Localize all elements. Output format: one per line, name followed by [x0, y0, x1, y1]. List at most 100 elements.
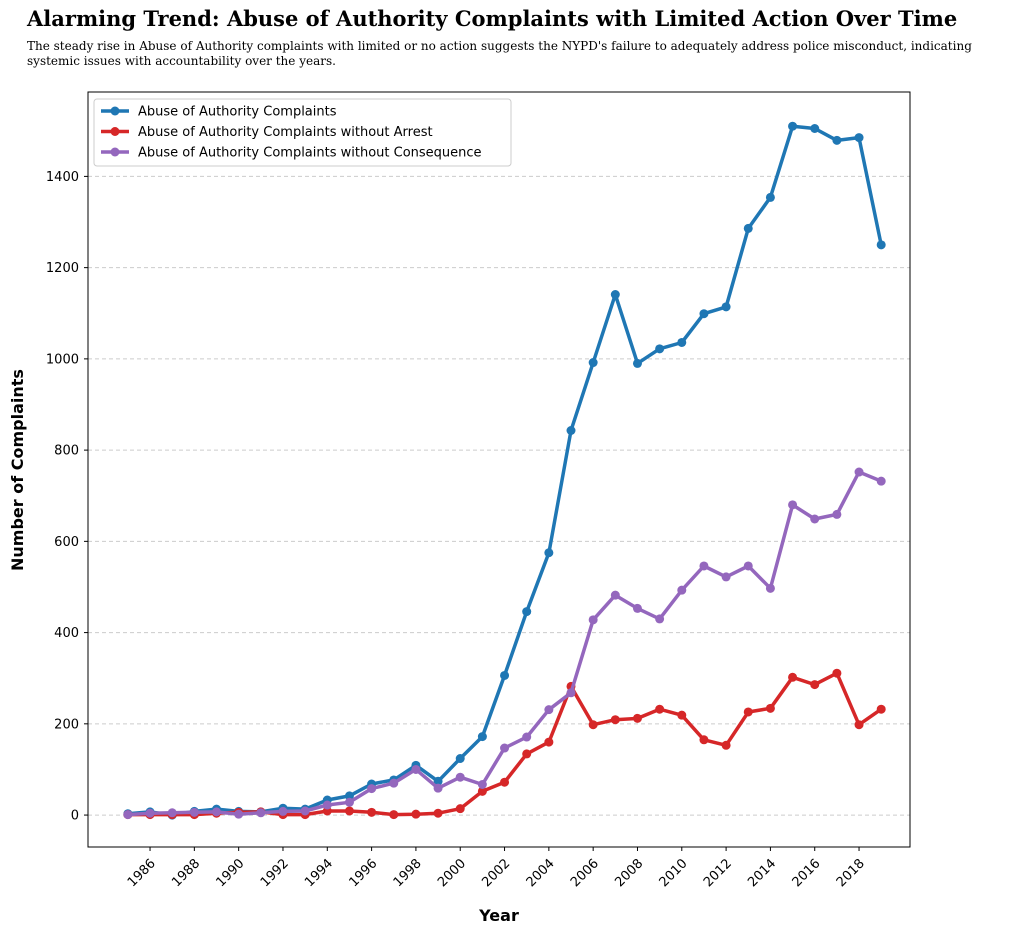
- data-point: [632, 713, 642, 723]
- x-tick-label: 2010: [657, 856, 691, 890]
- x-tick-label: 1988: [169, 856, 203, 890]
- y-tick-label: 1000: [46, 352, 79, 367]
- legend-swatch-marker: [110, 127, 120, 136]
- legend-label: Abuse of Authority Complaints: [138, 105, 337, 120]
- data-point: [344, 791, 354, 801]
- data-point: [854, 467, 864, 477]
- data-point: [876, 476, 886, 486]
- data-point: [632, 603, 642, 613]
- legend-swatch-marker: [110, 106, 120, 116]
- data-point: [433, 808, 443, 818]
- plot-frame: [87, 91, 911, 848]
- data-point: [389, 810, 399, 820]
- data-point: [699, 735, 709, 745]
- data-point: [322, 800, 332, 810]
- data-point: [876, 240, 886, 250]
- data-point: [123, 810, 133, 820]
- data-point: [278, 806, 288, 816]
- data-point: [544, 705, 554, 715]
- data-point: [854, 720, 864, 730]
- x-axis-label: Year: [478, 906, 519, 925]
- legend-swatch-marker: [110, 147, 120, 157]
- grid-lines: [88, 175, 910, 816]
- data-point: [810, 123, 820, 133]
- y-tick-label: 0: [71, 809, 79, 824]
- data-point: [344, 797, 354, 807]
- legend-box: [93, 98, 512, 167]
- data-point: [477, 786, 487, 796]
- data-point: [234, 809, 244, 819]
- data-point: [588, 720, 598, 730]
- data-point: [433, 776, 443, 786]
- data-point: [588, 358, 598, 368]
- data-point: [832, 509, 842, 519]
- data-point: [455, 804, 465, 814]
- data-point: [832, 135, 842, 145]
- data-point: [522, 607, 532, 617]
- data-point: [544, 737, 554, 747]
- data-point: [655, 614, 665, 624]
- data-point: [721, 302, 731, 312]
- x-tick-label: 1996: [346, 856, 380, 890]
- legend-label: Abuse of Authority Complaints without Ar…: [138, 125, 433, 140]
- series-line-3: [126, 470, 883, 817]
- x-tick-label: 2002: [479, 856, 513, 890]
- data-point: [522, 749, 532, 759]
- data-point: [411, 809, 421, 819]
- data-point: [256, 808, 266, 818]
- data-point: [765, 583, 775, 593]
- y-tick-label: 200: [54, 717, 79, 732]
- data-point: [788, 121, 798, 131]
- data-point: [876, 704, 886, 714]
- data-point: [411, 764, 421, 774]
- chart-subtitle: The steady rise in Abuse of Authority co…: [27, 39, 972, 68]
- data-point: [500, 670, 510, 680]
- data-point: [566, 425, 576, 435]
- x-tick-label: 1986: [125, 856, 159, 890]
- legend-label: Abuse of Authority Complaints without Co…: [138, 146, 482, 161]
- y-tick-label: 800: [54, 444, 79, 459]
- data-point: [743, 707, 753, 717]
- series-lines: [123, 121, 886, 820]
- data-point: [477, 732, 487, 742]
- data-point: [455, 772, 465, 782]
- chart-title: Alarming Trend: Abuse of Authority Compl…: [27, 6, 958, 31]
- data-point: [788, 672, 798, 682]
- data-point: [455, 753, 465, 763]
- y-axis-label: Number of Complaints: [8, 369, 27, 571]
- data-point: [810, 680, 820, 690]
- data-point: [788, 500, 798, 510]
- data-point: [677, 585, 687, 595]
- data-point: [743, 223, 753, 233]
- x-tick-label: 2012: [701, 856, 735, 890]
- data-point: [167, 808, 177, 818]
- y-tick-label: 400: [54, 626, 79, 641]
- data-point: [389, 778, 399, 788]
- y-tick-label: 600: [54, 535, 79, 550]
- data-point: [699, 561, 709, 571]
- data-point: [367, 807, 377, 817]
- data-point: [810, 514, 820, 524]
- x-tick-label: 1998: [391, 856, 425, 890]
- data-point: [610, 290, 620, 300]
- x-tick-label: 2018: [834, 856, 868, 890]
- x-tick-label: 1990: [213, 856, 247, 890]
- x-tick-label: 2006: [568, 856, 602, 890]
- data-point: [610, 715, 620, 725]
- x-tick-label: 2016: [790, 856, 824, 890]
- data-point: [500, 777, 510, 787]
- data-point: [344, 806, 354, 816]
- x-tick-label: 2008: [612, 856, 646, 890]
- data-point: [632, 358, 642, 368]
- data-point: [477, 780, 487, 790]
- x-tick-label: 1992: [258, 856, 292, 890]
- data-point: [566, 688, 576, 698]
- x-tick-label: 2000: [435, 856, 469, 890]
- data-point: [433, 783, 443, 793]
- data-point: [544, 548, 554, 558]
- data-point: [765, 192, 775, 202]
- x-tick-label: 2014: [745, 856, 779, 890]
- data-point: [743, 561, 753, 571]
- y-axis-ticks: 0 200 400 600 800 1000 1200 1400: [46, 170, 88, 824]
